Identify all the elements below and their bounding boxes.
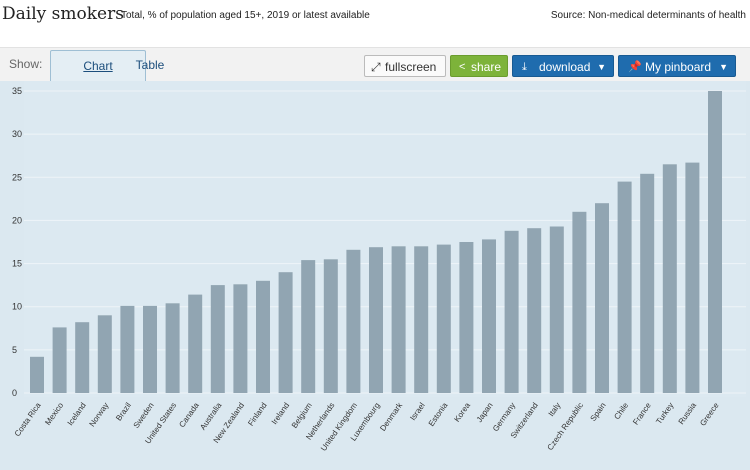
bar-turkey[interactable]	[662, 164, 677, 393]
bar-new-zealand[interactable]	[233, 284, 248, 393]
bar-france[interactable]	[640, 173, 655, 393]
bar-estonia[interactable]	[436, 244, 451, 393]
bar-canada[interactable]	[188, 294, 203, 393]
download-label: download	[539, 60, 591, 74]
bar-italy[interactable]	[549, 226, 564, 394]
bar-brazil[interactable]	[120, 305, 135, 393]
pin-icon: 📌	[628, 61, 642, 73]
pinboard-button[interactable]: 📌 My pinboard ▼	[618, 55, 736, 77]
x-tick-label: Finland	[246, 401, 268, 428]
x-tick-label: Iceland	[66, 401, 88, 427]
pinboard-label: My pinboard	[645, 60, 712, 74]
bar-united-kingdom[interactable]	[346, 249, 361, 393]
bar-chile[interactable]	[617, 181, 632, 393]
chevron-down-icon: ▼	[719, 62, 728, 72]
share-label: share	[471, 60, 502, 74]
x-tick-label: Sweden	[132, 401, 156, 430]
y-tick-label: 15	[12, 259, 22, 269]
bar-ireland[interactable]	[278, 272, 293, 393]
bar-belgium[interactable]	[301, 260, 316, 393]
download-icon: ⤓	[522, 61, 527, 73]
y-tick-label: 20	[12, 215, 22, 225]
x-tick-label: Russia	[677, 401, 699, 427]
bar-chart: 0 5 10 15 20 25 30 35 Costa Rica Mexico Iceland Nor…	[12, 81, 746, 453]
bar-luxembourg[interactable]	[369, 247, 383, 393]
y-tick-label: 35	[12, 86, 22, 96]
source-link[interactable]: Source: Non-medical determinants of heal…	[550, 10, 746, 21]
x-tick-label: Brazil	[114, 401, 133, 423]
page-title: Daily smokers	[2, 4, 124, 24]
x-tick-label: France	[631, 401, 653, 427]
tab-chart[interactable]: Chart	[50, 50, 146, 82]
x-tick-label: Costa Rica	[13, 401, 43, 439]
y-tick-label: 30	[12, 129, 22, 139]
bar-costa-rica[interactable]	[30, 356, 44, 393]
bar-spain[interactable]	[595, 203, 609, 393]
bar-mexico[interactable]	[52, 327, 67, 393]
x-tick-label: Mexico	[43, 401, 65, 427]
bar-switzerland[interactable]	[527, 228, 542, 393]
page-subtitle: Total, % of population aged 15+, 2019 or…	[121, 10, 370, 21]
show-label: Show:	[9, 57, 43, 71]
bar-russia[interactable]	[685, 162, 700, 393]
y-tick-label: 0	[12, 388, 17, 398]
chevron-down-icon: ▼	[597, 62, 606, 72]
x-tick-label: Denmark	[378, 400, 405, 433]
x-tick-label: Norway	[88, 401, 111, 428]
tab-table[interactable]: Table	[135, 58, 165, 72]
bar-greece[interactable]	[708, 91, 722, 393]
x-tick-label: Greece	[698, 401, 721, 428]
x-tick-label: Israel	[408, 401, 427, 422]
x-tick-label: Belgium	[290, 401, 314, 430]
bar-denmark[interactable]	[391, 246, 406, 393]
bar-germany[interactable]	[504, 230, 519, 393]
bar-australia[interactable]	[210, 285, 225, 393]
bar-norway[interactable]	[97, 315, 112, 393]
bar-japan[interactable]	[482, 239, 496, 393]
bar-korea[interactable]	[459, 242, 474, 393]
y-tick-label: 5	[12, 345, 17, 355]
y-tick-label: 25	[12, 172, 22, 182]
x-tick-label: Ireland	[270, 401, 291, 426]
download-button[interactable]: ⤓ download ▼	[512, 55, 614, 77]
bar-iceland[interactable]	[75, 322, 90, 393]
bar-united-states[interactable]	[165, 303, 180, 393]
bar-israel[interactable]	[414, 246, 429, 393]
toolbar: Show: Chart Table ⤢ fullscreen < share ⤓…	[0, 47, 750, 82]
x-tick-label: Turkey	[654, 401, 675, 426]
share-button[interactable]: < share	[450, 55, 508, 77]
fullscreen-button[interactable]: ⤢ fullscreen	[364, 55, 446, 77]
bar-netherlands[interactable]	[323, 259, 338, 393]
bar-sweden[interactable]	[143, 305, 157, 393]
x-tick-label: Estonia	[427, 401, 450, 428]
x-tick-label: Japan	[475, 401, 495, 424]
x-tick-label: Korea	[452, 401, 472, 424]
x-tick-label: Spain	[589, 401, 608, 423]
fullscreen-label: fullscreen	[385, 60, 437, 74]
y-tick-label: 10	[12, 302, 22, 312]
bar-finland[interactable]	[256, 280, 270, 393]
x-tick-label: Chile	[612, 401, 630, 422]
x-tick-label: Italy	[547, 401, 563, 418]
x-tick-label: Canada	[177, 401, 201, 430]
share-icon: <	[459, 61, 466, 73]
bar-czech-republic[interactable]	[572, 211, 587, 393]
expand-icon: ⤢	[371, 60, 381, 74]
chart-area: 0 5 10 15 20 25 30 35 Costa Rica Mexico Iceland Nor…	[0, 81, 750, 470]
